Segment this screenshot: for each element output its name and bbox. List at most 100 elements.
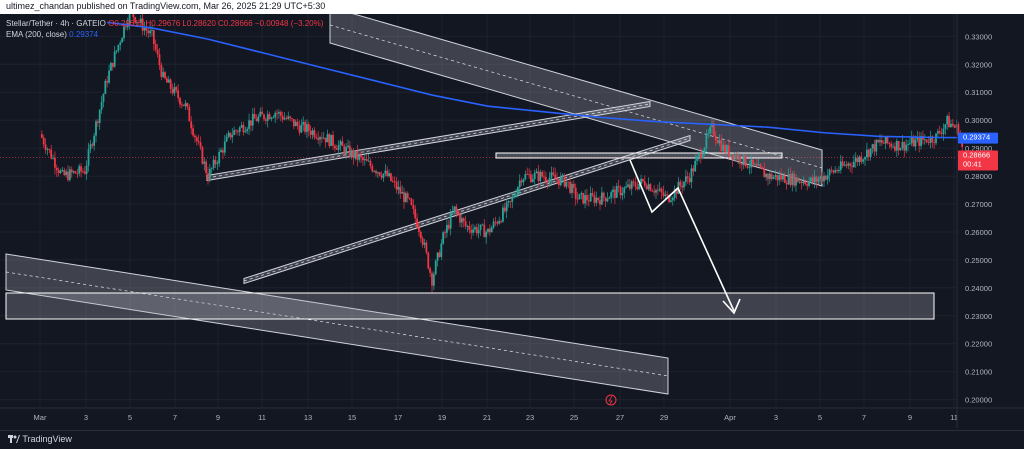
candle-body [350, 150, 353, 157]
candle-body [587, 200, 590, 202]
candle-body [703, 147, 706, 155]
wedge-lower-rail-midline [243, 137, 691, 282]
candle-body [225, 136, 228, 142]
candle-body [300, 124, 303, 133]
candle-body [356, 150, 359, 160]
candle-body [755, 163, 758, 166]
candle-body [849, 163, 852, 166]
candle-body [899, 148, 902, 151]
candle-body [169, 79, 172, 89]
candle-body [462, 218, 465, 222]
candle-body [602, 192, 605, 198]
lower-descending-channel [5, 253, 669, 395]
candle-body [95, 121, 97, 136]
candle-body [123, 26, 125, 39]
price-chart[interactable]: 0.33000 0.32000 0.31000 0.30000 0.29000 0.280… [0, 14, 1024, 430]
candle-body [235, 130, 237, 132]
candle-body [752, 159, 754, 165]
candle-body [606, 198, 609, 202]
candle-body [162, 72, 165, 77]
candle-body [425, 242, 428, 253]
candle-body [552, 172, 555, 175]
candle-body [742, 155, 745, 166]
candle-body [416, 218, 418, 228]
candle-body [782, 175, 784, 180]
candle-body [847, 163, 850, 166]
candle-body [375, 171, 377, 174]
symbol-label[interactable]: Stellar/Tether · 4h · GATEIO [6, 19, 106, 28]
candle-body [774, 174, 777, 177]
candle-body [74, 171, 77, 174]
candle-body [625, 186, 628, 188]
ema-label[interactable]: EMA (200, close) [6, 30, 67, 39]
candle-body [42, 137, 45, 145]
candle-body [628, 184, 631, 189]
candle-body [328, 134, 331, 147]
candle-body [912, 137, 915, 147]
x-tick-label: 7 [173, 413, 177, 422]
candle-body [604, 197, 607, 202]
candle-body [70, 169, 73, 173]
candle-body [656, 189, 659, 191]
candle-body [559, 176, 562, 186]
candle-body [636, 186, 639, 190]
candle-body [175, 87, 178, 91]
candle-body [565, 181, 568, 187]
candle-body [317, 137, 320, 140]
candle-body [212, 159, 215, 169]
candle-body [768, 173, 771, 179]
candle-body [798, 181, 801, 183]
candle-body [873, 144, 876, 152]
candle-body [309, 131, 312, 135]
candle-body [154, 44, 157, 50]
candle-body [558, 179, 560, 186]
candle-body [115, 50, 118, 52]
candle-body [164, 72, 166, 79]
candle-body [457, 211, 460, 215]
candle-body [623, 187, 626, 194]
candle-body [543, 176, 545, 178]
y-tick-label: 0.28000 [965, 172, 992, 181]
candle-body [800, 181, 803, 184]
candle-body [208, 168, 211, 181]
candle-body [933, 142, 936, 144]
candle-body [380, 175, 383, 178]
last-price-badge-text: 00:41 [963, 159, 982, 168]
publish-header: ultimez_chandan published on TradingView… [0, 0, 1024, 14]
candle-body [940, 133, 943, 135]
candle-body [382, 173, 385, 178]
candle-body [642, 178, 644, 182]
candle-body [735, 154, 738, 160]
candle-body [438, 252, 441, 257]
candle-body [468, 225, 471, 230]
y-tick-label: 0.25000 [965, 256, 992, 265]
projection-arrow [629, 159, 741, 315]
tradingview-logo[interactable]: TradingView [8, 434, 72, 444]
candle-body [780, 175, 782, 180]
candle-body [190, 121, 193, 129]
candle-body [464, 221, 467, 227]
candle-body [485, 231, 488, 238]
candle-body [171, 88, 174, 94]
candle-body [432, 274, 435, 286]
candle-body [791, 173, 794, 185]
candle-body [666, 194, 669, 196]
candle-body [207, 173, 209, 181]
candle-body [276, 112, 278, 114]
candle-body [466, 225, 469, 227]
candle-body [600, 192, 603, 205]
candle-body [274, 112, 277, 118]
candle-body [537, 171, 540, 182]
candle-body [864, 157, 866, 160]
x-tick-label: 7 [862, 413, 866, 422]
candle-body [475, 227, 478, 234]
candle-body [875, 140, 878, 152]
y-tick-label: 0.21000 [965, 368, 992, 377]
candle-body [796, 177, 799, 183]
candle-body [877, 140, 880, 143]
event-flag-icon [605, 394, 617, 406]
candle-body [83, 171, 86, 174]
candle-body [326, 134, 329, 143]
candle-body [332, 134, 334, 146]
candle-body [240, 125, 243, 128]
